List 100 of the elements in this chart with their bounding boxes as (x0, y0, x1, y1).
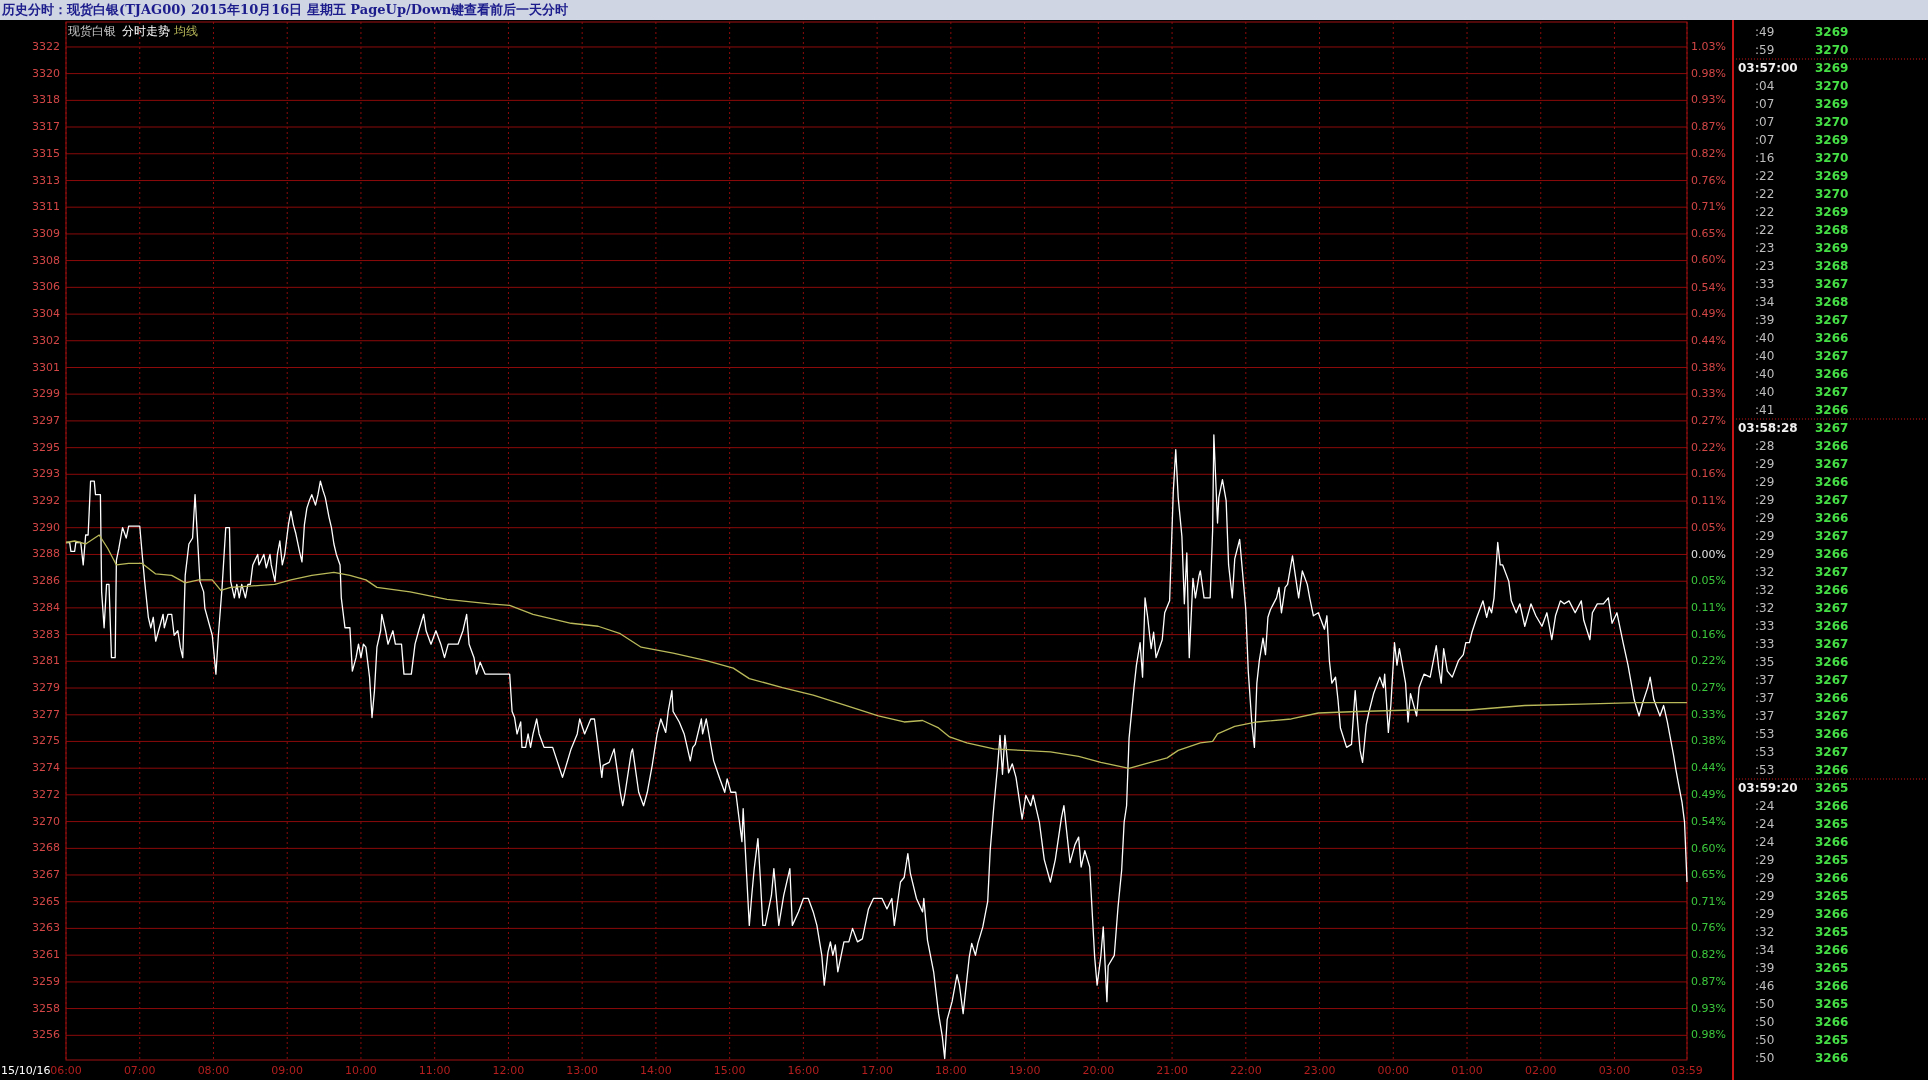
x-tick-label: 19:00 (1008, 1064, 1041, 1077)
data-label: 3265 (1815, 1032, 1849, 1047)
category-label: :29 (1755, 888, 1775, 903)
category-label: :24 (1755, 816, 1775, 831)
category-label: :32 (1755, 600, 1775, 615)
category-label: :22 (1755, 222, 1775, 237)
data-label: 3267 (1815, 636, 1849, 651)
x-tick-label: 03:59 (1671, 1064, 1703, 1077)
x-tick-label: 12:00 (492, 1064, 525, 1077)
category-label: :24 (1755, 834, 1775, 849)
y-tick-label: 3267 (32, 867, 60, 881)
x-tick-label: 17:00 (861, 1064, 893, 1077)
y2-tick-label: 0.22% (1691, 440, 1726, 454)
y-tick-label: 3270 (32, 814, 60, 828)
category-label: :37 (1755, 708, 1775, 723)
y-tick-label: 3322 (32, 39, 60, 53)
y-tick-label: 3313 (32, 173, 60, 187)
y2-tick-label: 0.71% (1691, 200, 1726, 214)
x-tick-label: 01:00 (1451, 1064, 1483, 1077)
x-tick-label: 22:00 (1229, 1064, 1262, 1077)
y-tick-label: 3292 (32, 494, 60, 508)
y2-tick-label: 0.11% (1691, 601, 1726, 615)
y-tick-label: 3258 (32, 1001, 60, 1015)
category-label: :34 (1755, 942, 1775, 957)
y2-tick-label: 0.65% (1691, 868, 1726, 882)
y-tick-label: 3315 (32, 146, 60, 160)
y-tick-label: 3281 (32, 654, 60, 668)
category-label: :35 (1755, 654, 1775, 669)
y-tick-label: 3279 (32, 681, 60, 695)
data-label: 3269 (1815, 240, 1849, 255)
data-label: 3269 (1815, 204, 1849, 219)
data-label: 3267 (1815, 744, 1849, 759)
data-label: 3268 (1815, 258, 1849, 273)
y2-tick-label: 0.54% (1691, 814, 1726, 828)
data-label: 3267 (1815, 276, 1849, 291)
data-label: 3266 (1815, 654, 1849, 669)
y2-tick-label: 1.03% (1691, 40, 1726, 54)
y-tick-label: 3306 (32, 280, 60, 294)
y-tick-label: 3317 (32, 120, 60, 133)
category-label: :29 (1755, 546, 1775, 561)
data-label: 3266 (1815, 906, 1849, 921)
y-tick-label: 3268 (32, 841, 60, 855)
y2-tick-label: 0.76% (1691, 921, 1726, 935)
category-label: :40 (1755, 384, 1775, 399)
y2-tick-label: 0.16% (1691, 627, 1726, 641)
y2-tick-label: 0.49% (1691, 787, 1726, 801)
data-label: 3267 (1815, 600, 1849, 615)
data-label: 3266 (1815, 762, 1849, 777)
data-label: 3267 (1815, 384, 1849, 399)
category-label: :29 (1755, 528, 1775, 543)
category-label: 03:59:20 (1738, 780, 1798, 795)
category-label: :39 (1755, 960, 1775, 975)
chart-title: 历史分时：现货白银(TJAG00) 2015年10月16日 星期五 PageUp/Down键查看前后一天分时 (1, 1, 569, 17)
y-tick-label: 3265 (32, 894, 60, 908)
category-label: :29 (1755, 906, 1775, 921)
category-label: :46 (1755, 978, 1775, 993)
y-tick-label: 3284 (32, 600, 60, 614)
y2-tick-label: 0.60% (1691, 841, 1726, 855)
category-label: :53 (1755, 762, 1775, 777)
y-tick-label: 3309 (32, 226, 60, 240)
line-series (65, 534, 1688, 769)
category-label: :29 (1755, 474, 1775, 489)
y2-tick-label: 0.16% (1691, 467, 1726, 481)
data-label: 3265 (1815, 780, 1849, 795)
data-label: 3266 (1815, 330, 1849, 345)
data-label: 3267 (1815, 348, 1849, 363)
category-label: 03:58:28 (1738, 420, 1798, 435)
data-label: 3266 (1815, 582, 1849, 597)
data-label: 3266 (1815, 438, 1849, 453)
category-label: :40 (1755, 366, 1775, 381)
y-tick-label: 3263 (32, 921, 60, 935)
category-label: :22 (1755, 186, 1775, 201)
category-label: :24 (1755, 798, 1775, 813)
data-label: 3266 (1815, 510, 1849, 525)
y2-tick-label: 0.65% (1691, 226, 1726, 240)
y-tick-label: 3297 (32, 413, 60, 427)
data-label: 3270 (1815, 78, 1849, 93)
data-label: 3266 (1815, 546, 1849, 561)
y2-tick-label: 0.98% (1691, 1028, 1726, 1042)
y2-tick-label: 0.93% (1691, 1002, 1726, 1016)
x-tick-label: 09:00 (271, 1064, 304, 1077)
data-label: 3265 (1815, 852, 1849, 867)
y-tick-label: 3259 (32, 974, 60, 988)
data-label: 3270 (1815, 42, 1849, 57)
y-tick-label: 3290 (32, 520, 60, 534)
data-label: 3266 (1815, 474, 1849, 489)
category-label: :33 (1755, 618, 1775, 633)
category-label: :41 (1755, 402, 1775, 417)
x-tick-label: 16:00 (787, 1064, 820, 1077)
category-label: :34 (1755, 294, 1775, 309)
category-label: :32 (1755, 582, 1775, 597)
category-label: :40 (1755, 330, 1775, 345)
chart-subtitle: 现货白银 (68, 23, 116, 38)
data-label: 3266 (1815, 798, 1849, 813)
y-tick-label: 3295 (32, 440, 60, 454)
y-tick-label: 3320 (32, 66, 60, 80)
data-label: 3265 (1815, 960, 1849, 975)
y-tick-label: 3302 (32, 333, 60, 347)
text: 均线 (173, 23, 198, 38)
data-label: 3267 (1815, 420, 1849, 435)
